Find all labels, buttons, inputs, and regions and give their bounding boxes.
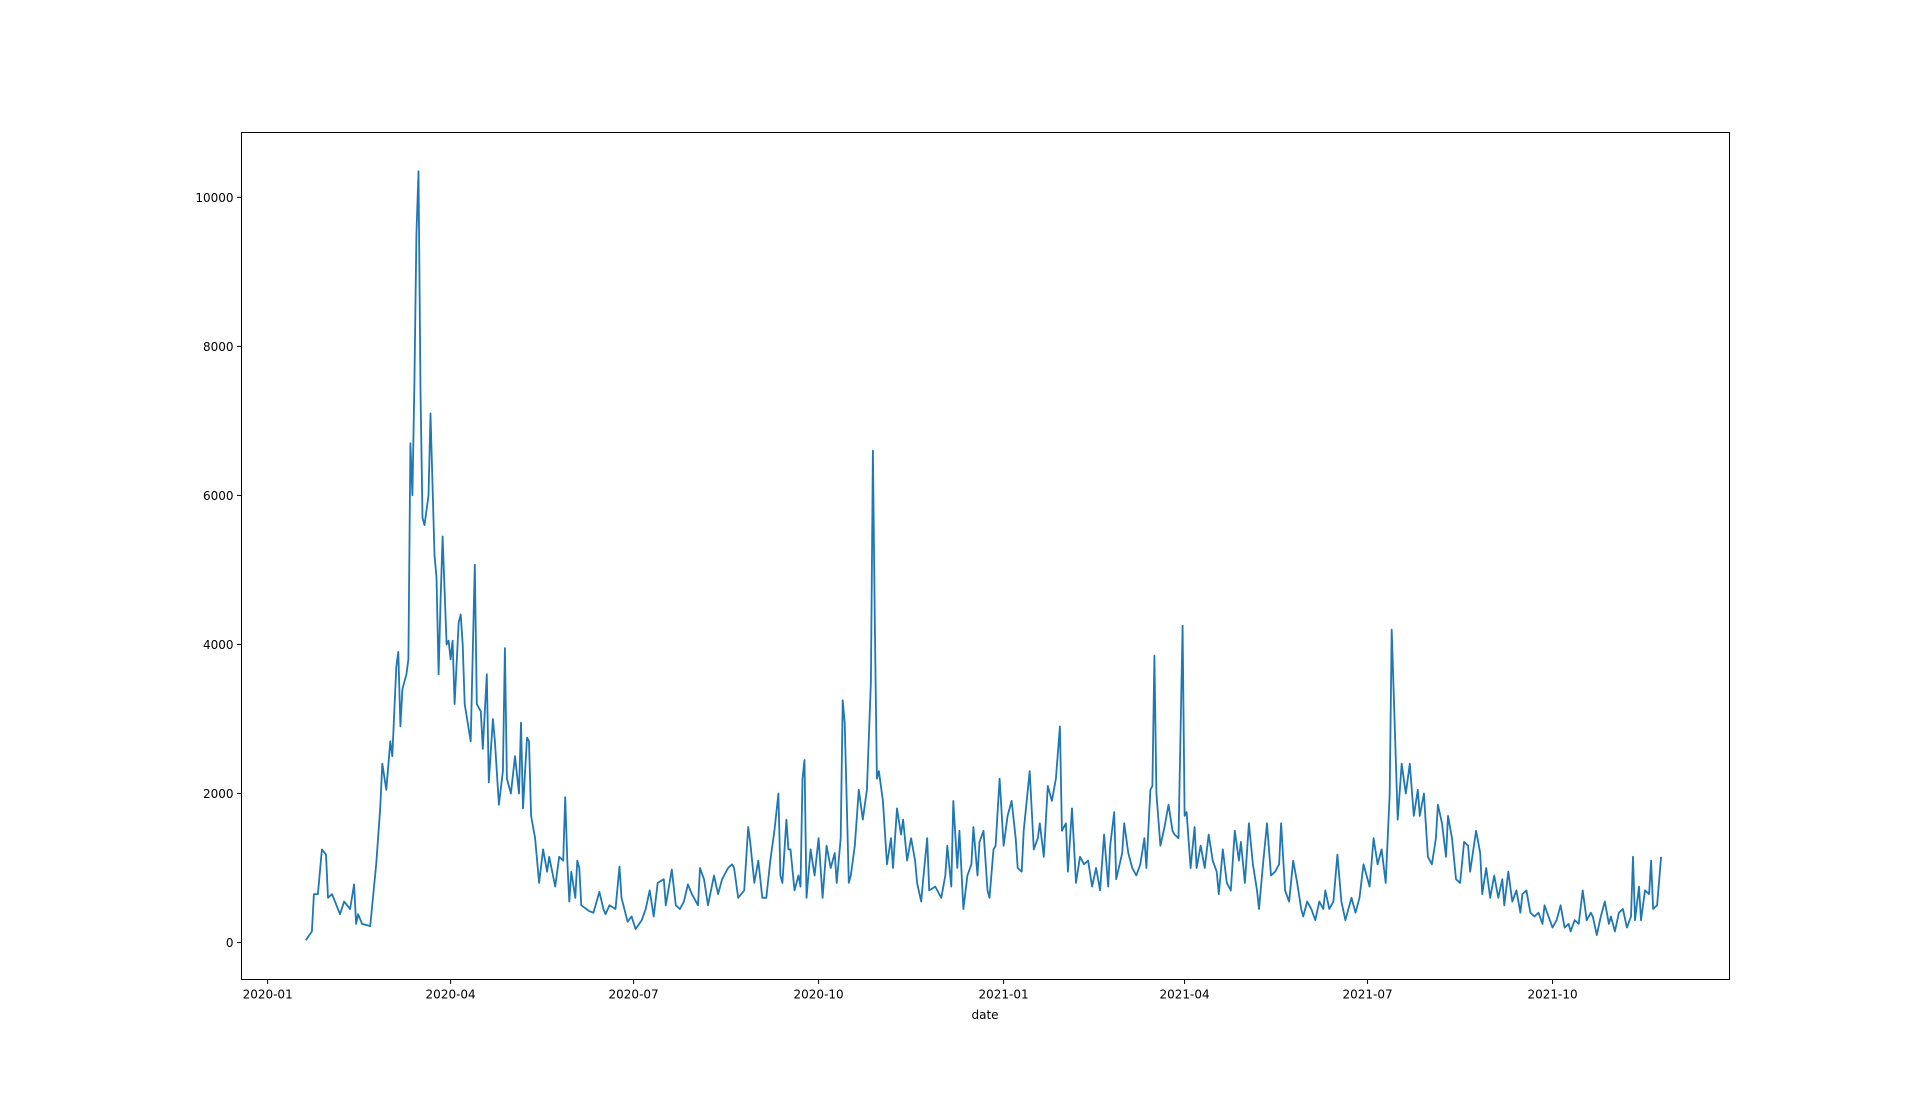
x-tick-label: 2020-10: [794, 988, 844, 1002]
x-tick-label: 2021-01: [979, 988, 1029, 1002]
x-tick-label: 2021-07: [1342, 988, 1392, 1002]
x-axis: 2020-01 2020-04 2020-07 2020-10 2021-01 2021-…: [243, 979, 1578, 1002]
x-tick-label: 2021-04: [1160, 988, 1210, 1002]
y-tick-label: 10000: [195, 191, 233, 205]
y-tick-label: 6000: [203, 489, 234, 503]
y-tick-label: 0: [226, 936, 234, 950]
y-tick-label: 4000: [203, 638, 234, 652]
x-tick-label: 2021-10: [1527, 988, 1577, 1002]
x-axis-label: date: [971, 1008, 998, 1022]
plot-area: [305, 170, 1662, 941]
y-tick-label: 8000: [203, 340, 234, 354]
y-tick-label: 2000: [203, 787, 234, 801]
x-tick-label: 2020-07: [609, 988, 659, 1002]
x-tick-label: 2020-04: [426, 988, 476, 1002]
x-tick-label: 2020-01: [243, 988, 293, 1002]
data-series-line: [305, 170, 1662, 941]
axes-frame: [241, 132, 1730, 980]
y-axis: 0 2000 4000 6000 8000 10000: [195, 191, 242, 950]
